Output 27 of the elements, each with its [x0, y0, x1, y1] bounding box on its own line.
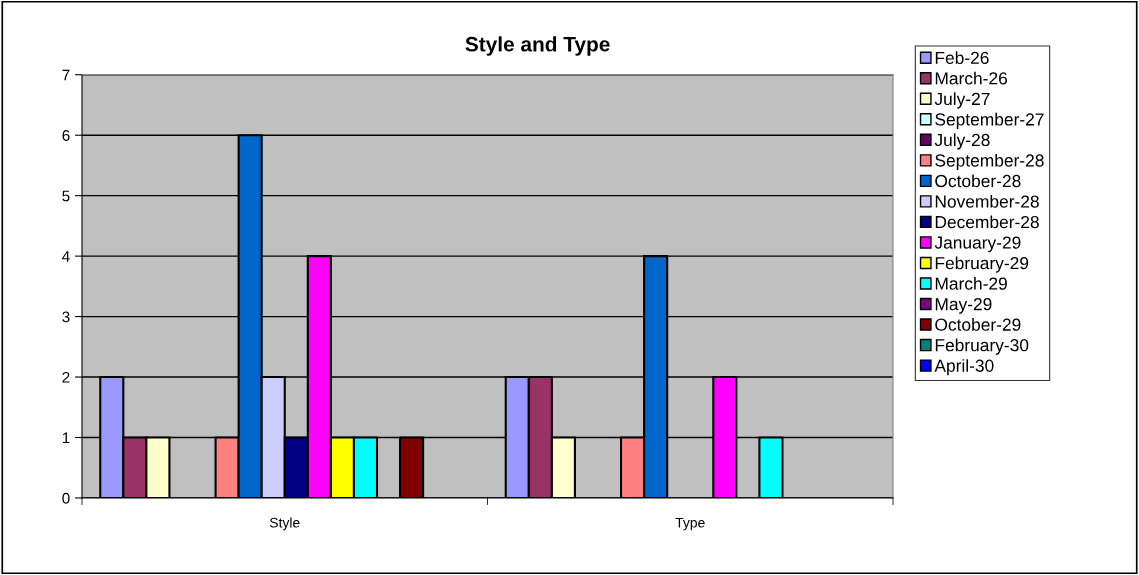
y-tick-label: 7 [62, 69, 70, 81]
legend-label: December-28 [935, 215, 1039, 229]
y-tick-label: 2 [62, 371, 70, 383]
y-tick-label: 4 [62, 251, 70, 262]
legend-label: July-28 [934, 133, 990, 150]
legend-label: September-27 [935, 112, 1044, 130]
legend-label: September-28 [935, 153, 1044, 171]
legend-label: October-28 [935, 174, 1021, 188]
x-tick-label: Type [675, 517, 705, 531]
legend-label: March-26 [935, 71, 1007, 85]
chart-title: Style and Type [465, 36, 610, 56]
legend-label: May-29 [935, 298, 992, 314]
legend-label: March-29 [935, 277, 1007, 290]
y-tick-label: 3 [62, 311, 70, 323]
legend-label: Feb-26 [935, 51, 989, 65]
x-tick-label: Style [269, 517, 300, 531]
legend-label: October-29 [935, 318, 1021, 331]
legend-label: November-28 [935, 194, 1039, 208]
legend-label: February-29 [935, 256, 1029, 273]
y-tick-label: 1 [62, 432, 70, 444]
legend-label: February-30 [935, 338, 1029, 355]
legend-label: April-30 [934, 359, 994, 376]
legend-label: January-29 [934, 236, 1021, 253]
legend-label: July-27 [934, 92, 990, 109]
y-tick-label: 5 [62, 190, 70, 202]
y-tick-label: 6 [62, 130, 70, 141]
y-tick-label: 0 [62, 492, 70, 504]
